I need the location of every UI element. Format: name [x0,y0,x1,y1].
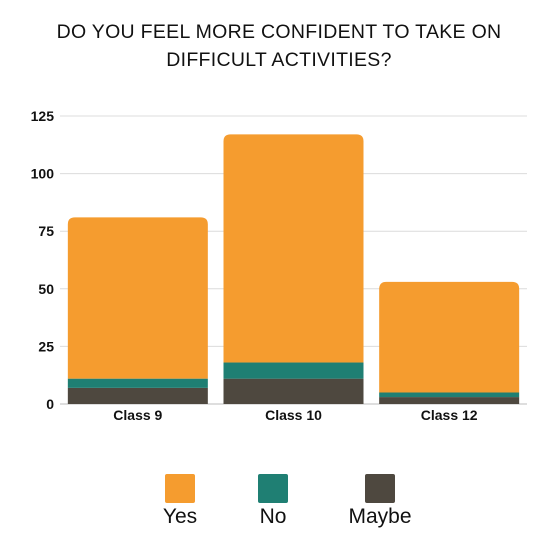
bar-yes-class-9 [67,217,208,379]
legend-item-no: No [243,474,303,529]
bar-yes-class-12 [379,281,520,393]
legend-item-maybe: Maybe [335,474,425,529]
bar-yes-class-10 [223,134,364,363]
bar-maybe-class-12 [379,397,520,404]
bar-no-class-12 [379,392,520,398]
chart-title-line-1: DO YOU FEEL MORE CONFIDENT TO TAKE ON [56,21,502,43]
chart-title: DO YOU FEEL MORE CONFIDENT TO TAKE ON DI… [0,18,558,74]
y-tick-label: 50 [38,281,54,297]
legend-swatch-no [258,474,288,503]
legend-label-maybe: Maybe [348,505,412,528]
legend-swatch-yes [165,474,195,503]
x-tick-label: Class 9 [113,407,162,423]
bar-maybe-class-9 [67,387,208,404]
chart-title-line-2: DIFFICULT ACTIVITIES? [166,49,392,71]
y-tick-label: 75 [38,223,54,239]
y-tick-label: 125 [31,108,55,124]
x-tick-label: Class 12 [421,407,478,423]
legend-item-yes: Yes [150,474,210,529]
bar-no-class-10 [223,362,364,379]
y-tick-label: 0 [46,396,54,412]
y-tick-label: 100 [31,166,55,182]
legend-label-no: No [259,505,287,528]
legend-swatch-maybe [365,474,395,503]
x-tick-label: Class 10 [265,407,322,423]
bar-maybe-class-10 [223,378,364,404]
bar-no-class-9 [67,378,208,388]
legend-label-yes: Yes [162,505,198,528]
y-tick-label: 25 [38,338,54,354]
